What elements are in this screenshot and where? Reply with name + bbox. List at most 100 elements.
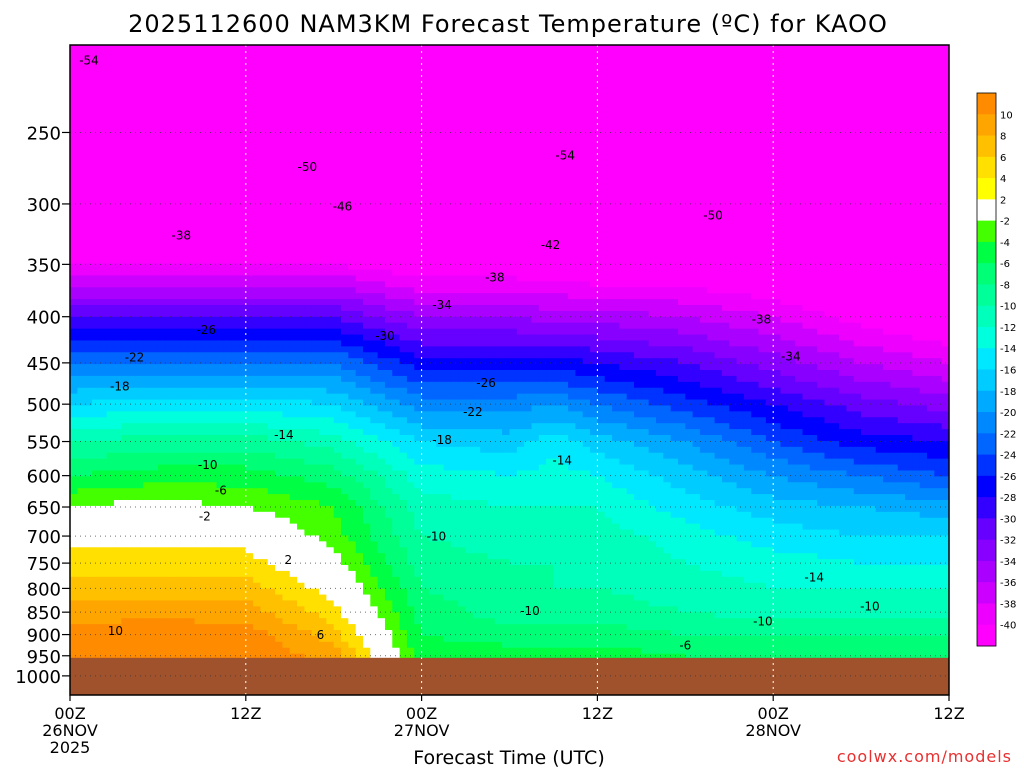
- field-cell: [223, 405, 232, 412]
- field-cell: [209, 411, 218, 418]
- field-cell: [91, 74, 100, 82]
- field-cell: [77, 127, 86, 135]
- field-cell: [319, 435, 327, 442]
- field-cell: [282, 606, 291, 613]
- field-cell: [209, 559, 218, 566]
- field-cell: [187, 393, 196, 401]
- field-cell: [348, 240, 357, 247]
- field-cell: [260, 570, 269, 578]
- field-cell: [267, 458, 276, 466]
- field-cell: [326, 121, 335, 129]
- field-cell: [106, 470, 115, 477]
- field-cell: [333, 74, 342, 82]
- field-cell: [326, 576, 335, 584]
- field-cell: [289, 411, 298, 418]
- field-cell: [384, 145, 393, 152]
- field-cell: [231, 45, 240, 52]
- field-cell: [384, 251, 393, 259]
- field-cell: [377, 281, 386, 288]
- field-cell: [99, 523, 108, 531]
- field-cell: [275, 56, 284, 64]
- field-cell: [143, 56, 152, 64]
- field-cell: [282, 464, 291, 472]
- field-cell: [267, 133, 276, 141]
- field-cell: [377, 62, 386, 70]
- field-cell: [99, 624, 108, 631]
- field-cell: [135, 180, 144, 188]
- field-cell: [135, 381, 144, 389]
- field-cell: [157, 494, 166, 501]
- field-cell: [319, 334, 327, 342]
- field-cell: [201, 56, 210, 64]
- field-cell: [260, 328, 269, 336]
- field-cell: [384, 606, 393, 613]
- field-cell: [260, 127, 269, 135]
- field-cell: [304, 275, 313, 282]
- field-cell: [113, 594, 122, 602]
- field-cell: [157, 423, 166, 430]
- field-cell: [179, 370, 188, 377]
- field-cell: [223, 98, 232, 105]
- field-cell: [121, 299, 130, 306]
- field-cell: [253, 606, 262, 613]
- field-cell: [377, 488, 386, 495]
- field-cell: [377, 198, 386, 206]
- field-cell: [216, 175, 225, 182]
- field-cell: [216, 210, 225, 217]
- field-cell: [370, 328, 379, 336]
- field-cell: [289, 553, 298, 560]
- field-cell: [106, 500, 115, 507]
- field-cell: [245, 86, 254, 93]
- field-cell: [355, 80, 364, 87]
- field-cell: [216, 299, 225, 306]
- field-cell: [135, 500, 144, 507]
- field-cell: [363, 529, 371, 537]
- field-cell: [267, 293, 276, 300]
- field-cell: [84, 257, 93, 265]
- field-cell: [355, 375, 364, 383]
- field-cell: [187, 222, 196, 229]
- field-cell: [113, 305, 122, 312]
- field-cell: [216, 618, 225, 625]
- field-cell: [333, 370, 342, 377]
- field-cell: [84, 446, 93, 454]
- field-cell: [245, 151, 254, 158]
- field-cell: [238, 618, 247, 625]
- field-cell: [187, 151, 196, 158]
- field-cell: [267, 169, 276, 176]
- field-cell: [91, 618, 100, 625]
- field-cell: [392, 222, 401, 229]
- field-cell: [187, 417, 196, 424]
- field-cell: [267, 222, 276, 229]
- field-cell: [70, 305, 78, 312]
- field-cell: [209, 547, 218, 554]
- field-cell: [341, 316, 349, 324]
- field-cell: [91, 115, 100, 123]
- field-cell: [84, 328, 93, 336]
- field-cell: [282, 151, 291, 158]
- field-cell: [194, 505, 203, 513]
- field-cell: [355, 139, 364, 147]
- field-cell: [304, 115, 313, 123]
- field-cell: [363, 570, 371, 578]
- field-cell: [289, 405, 298, 412]
- field-cell: [311, 553, 320, 560]
- field-cell: [333, 547, 342, 554]
- field-cell: [319, 653, 327, 661]
- field-cell: [99, 175, 108, 182]
- field-cell: [113, 56, 122, 64]
- field-cell: [150, 488, 159, 495]
- field-cell: [128, 517, 137, 525]
- field-cell: [282, 316, 291, 324]
- field-cell: [245, 334, 254, 342]
- field-cell: [253, 334, 262, 342]
- field-cell: [245, 352, 254, 359]
- field-cell: [392, 399, 401, 407]
- field-cell: [304, 263, 313, 271]
- field-cell: [392, 275, 401, 282]
- field-cell: [150, 281, 159, 288]
- field-cell: [377, 429, 386, 436]
- field-cell: [231, 600, 240, 607]
- field-cell: [370, 263, 379, 271]
- field-cell: [348, 364, 357, 371]
